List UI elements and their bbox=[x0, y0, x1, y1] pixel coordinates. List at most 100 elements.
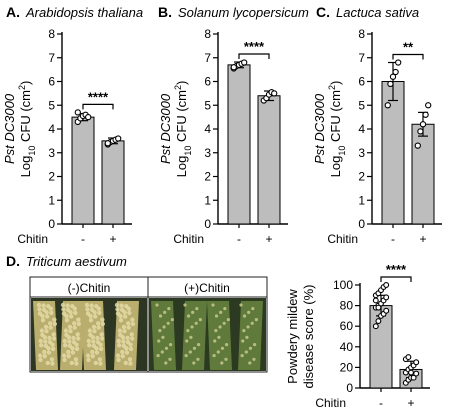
mildew-spot bbox=[95, 340, 101, 345]
leaf-spot bbox=[217, 335, 221, 339]
leaf-spot bbox=[188, 350, 192, 354]
leaf-spot bbox=[223, 307, 227, 311]
data-point bbox=[384, 102, 391, 109]
significance-bracket bbox=[380, 276, 412, 282]
mildew-spot bbox=[98, 361, 103, 366]
y-axis-label-part: 2 bbox=[17, 85, 27, 90]
mildew-spot bbox=[128, 346, 134, 352]
mildew-spot bbox=[44, 329, 49, 334]
mildew-spot bbox=[125, 335, 130, 341]
leaf-spot bbox=[161, 335, 165, 339]
leaf-spot bbox=[197, 343, 201, 347]
leaf-spot bbox=[170, 318, 174, 322]
leaf-spot bbox=[239, 303, 243, 307]
leaf-spot bbox=[185, 339, 189, 343]
mildew-spot bbox=[127, 310, 132, 316]
mildew-spot bbox=[98, 346, 104, 352]
y-tick-label: 7 bbox=[358, 51, 365, 65]
data-point bbox=[414, 142, 421, 149]
panel-a-header: A. Arabidopsis thaliana bbox=[6, 4, 143, 20]
panel-b-species: Solanum lycopersicum bbox=[178, 5, 309, 20]
y-tick-label: 7 bbox=[204, 51, 211, 65]
y-tick-label: 8 bbox=[48, 27, 55, 41]
mildew-spot bbox=[38, 357, 43, 363]
mildew-spot bbox=[72, 325, 77, 330]
leaf-spot bbox=[248, 361, 252, 365]
mildew-spot bbox=[68, 329, 73, 334]
mildew-spot bbox=[120, 354, 125, 359]
mildew-spot bbox=[100, 321, 106, 327]
leaf-spot bbox=[218, 325, 222, 329]
leaf-spot bbox=[225, 343, 229, 347]
mildew-spot bbox=[126, 325, 131, 330]
mildew-spot bbox=[71, 335, 76, 341]
mildew-spot bbox=[130, 317, 135, 322]
mildew-spot bbox=[121, 324, 127, 330]
leaf-spot bbox=[184, 354, 188, 358]
y-tick-label: 100 bbox=[333, 278, 353, 292]
leaf-spot bbox=[190, 325, 194, 329]
mildew-spot bbox=[49, 357, 55, 362]
leaf-spot bbox=[162, 325, 166, 329]
mildew-spot bbox=[96, 325, 101, 330]
data-point bbox=[410, 374, 417, 381]
panel-b-letter: B. bbox=[158, 4, 172, 20]
mildew-spot bbox=[120, 349, 125, 355]
mildew-spot bbox=[125, 340, 131, 345]
y-tick-label: 3 bbox=[48, 146, 55, 160]
data-point bbox=[372, 297, 379, 304]
mildew-spot bbox=[94, 304, 99, 309]
leaf-spot bbox=[252, 357, 256, 361]
y-tick-label: 4 bbox=[204, 122, 211, 136]
mildew-spot bbox=[86, 338, 91, 344]
mildew-spot bbox=[89, 307, 95, 313]
leaf-spot bbox=[242, 314, 247, 318]
y-axis-label-line2: Log10 CFU (cm2) bbox=[173, 81, 193, 178]
mildew-spot bbox=[41, 307, 47, 313]
mildew-spot bbox=[99, 332, 104, 337]
data-point bbox=[387, 80, 394, 88]
x-axis-label: Chitin bbox=[327, 232, 358, 246]
mildew-spot bbox=[87, 343, 92, 348]
mildew-spot bbox=[129, 332, 134, 337]
y-axis-label-part: 2 bbox=[327, 85, 337, 90]
mildew-spot bbox=[117, 328, 123, 333]
leaf-spot bbox=[253, 343, 257, 347]
y-tick-label: 5 bbox=[48, 98, 55, 112]
mildew-spot bbox=[90, 354, 95, 359]
mildew-spot bbox=[70, 350, 76, 355]
panel-c-header: C. Lactuca sativa bbox=[316, 4, 419, 20]
mildew-spot bbox=[45, 360, 50, 366]
mildew-spot bbox=[100, 336, 105, 341]
y-tick-label: 6 bbox=[204, 75, 211, 89]
leaf-spot bbox=[191, 310, 195, 314]
data-point bbox=[85, 113, 92, 121]
y-tick-label: 7 bbox=[48, 51, 55, 65]
bar bbox=[411, 123, 435, 225]
mildew-spot bbox=[61, 353, 67, 358]
mildew-spot bbox=[61, 307, 66, 312]
y-tick-label: 1 bbox=[358, 193, 365, 207]
mildew-spot bbox=[91, 343, 97, 349]
category-label: - bbox=[81, 232, 85, 246]
leaf-spot bbox=[241, 339, 245, 343]
leaf-spot bbox=[248, 346, 253, 350]
mildew-spot bbox=[49, 310, 54, 316]
y-axis-label: Powdery mildew bbox=[285, 289, 300, 384]
y-axis-label-part: ) bbox=[328, 81, 343, 85]
mildew-spot bbox=[37, 307, 42, 312]
significance-label: **** bbox=[244, 39, 265, 54]
category-label: + bbox=[419, 232, 426, 246]
mildew-spot bbox=[52, 317, 57, 322]
leaf-spot bbox=[186, 329, 190, 333]
category-label: - bbox=[379, 396, 383, 410]
y-tick-label: 80 bbox=[340, 299, 354, 313]
leaf-spot bbox=[155, 303, 159, 307]
y-tick-label: 3 bbox=[204, 146, 211, 160]
mildew-spot bbox=[66, 354, 71, 359]
leaf-spot bbox=[250, 321, 254, 325]
mildew-spot bbox=[61, 311, 67, 316]
leaf-spot bbox=[164, 346, 169, 350]
